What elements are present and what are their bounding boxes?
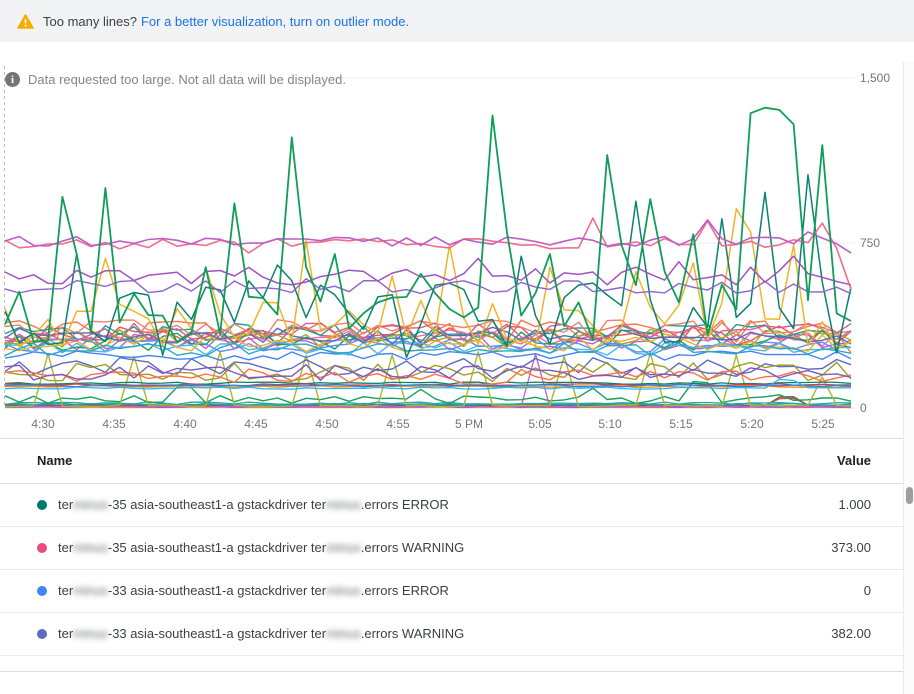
x-tick-label: 4:40 [173,417,197,431]
legend-row-partial [0,656,903,672]
warning-triangle-icon [17,13,34,29]
series-name: terminus-35 asia-southeast1-a gstackdriv… [58,540,465,555]
scrollbar-thumb[interactable] [906,487,913,504]
x-tick-label: 5:25 [811,417,835,431]
legend-table-header: Name Value [0,439,903,484]
legend-row[interactable]: terminus-33 asia-southeast1-a gstackdriv… [0,570,903,613]
series-value: 1.000 [838,497,871,512]
table-top-divider [0,438,914,439]
series-name: terminus-33 asia-southeast1-a gstackdriv… [58,583,449,598]
x-tick-label: 4:50 [315,417,339,431]
legend-row[interactable]: terminus-35 asia-southeast1-a gstackdriv… [0,527,903,570]
x-tick-label: 5:15 [669,417,693,431]
y-tick-label: 750 [860,236,881,250]
legend-rows: terminus-35 asia-southeast1-a gstackdriv… [0,484,903,656]
series-name: terminus-35 asia-southeast1-a gstackdriv… [58,497,449,512]
legend-row[interactable]: terminus-35 asia-southeast1-a gstackdriv… [0,484,903,527]
x-tick-label: 5:10 [598,417,622,431]
legend-row[interactable]: terminus-33 asia-southeast1-a gstackdriv… [0,613,903,656]
y-tick-label: 0 [860,401,867,415]
x-tick-label: 5:05 [528,417,552,431]
banner-warning-text: Too many lines? [43,13,137,29]
x-tick-label: 4:45 [244,417,268,431]
data-too-large-notice: i Data requested too large. Not all data… [5,72,346,87]
column-header-name: Name [37,453,73,468]
x-tick-label: 5 PM [454,417,484,431]
series-color-dot [37,586,47,596]
chart-canvas[interactable] [0,0,914,440]
series-value: 0 [863,583,871,598]
column-header-value: Value [837,453,871,468]
series-value: 373.00 [831,540,871,555]
scrollbar-track[interactable] [903,62,914,694]
x-tick-label: 4:55 [386,417,410,431]
series-value: 382.00 [831,626,871,641]
notice-text: Data requested too large. Not all data w… [28,72,346,87]
x-tick-label: 4:35 [102,417,126,431]
y-tick-label: 1,500 [860,71,891,85]
too-many-lines-banner: Too many lines? For a better visualizati… [0,0,914,42]
x-tick-label: 5:20 [740,417,764,431]
x-tick-label: 4:30 [31,417,55,431]
outlier-mode-link[interactable]: For a better visualization, turn on outl… [140,13,410,29]
series-color-dot [37,629,47,639]
series-color-dot [37,543,47,553]
series-name: terminus-33 asia-southeast1-a gstackdriv… [58,626,465,641]
info-circle-icon: i [5,72,20,87]
series-color-dot [37,500,47,510]
